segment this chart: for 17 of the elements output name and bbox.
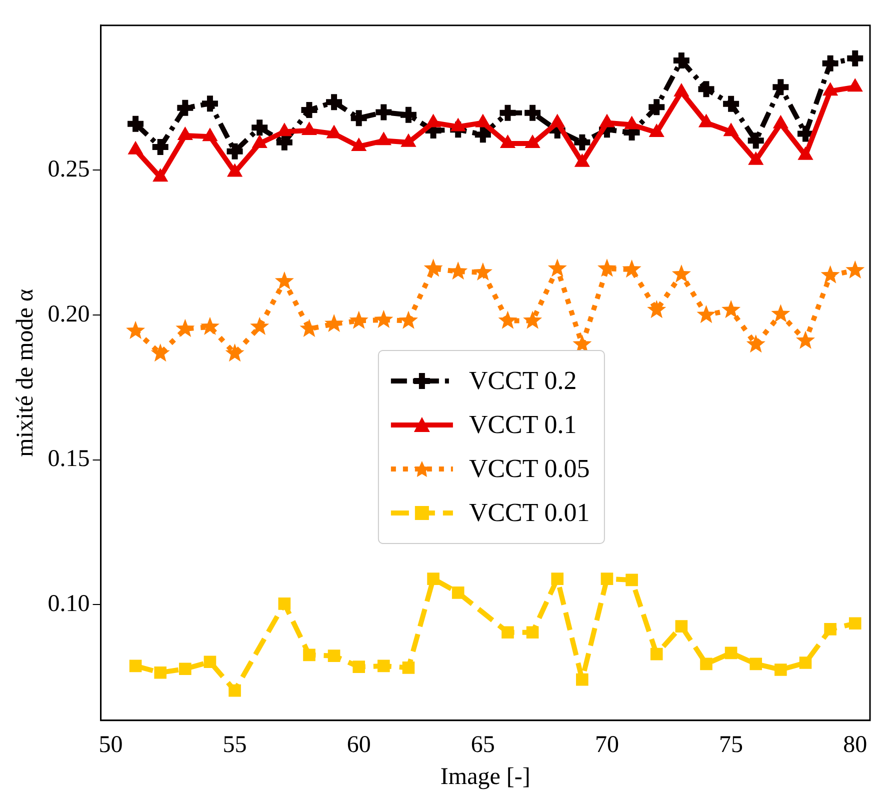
legend-label: VCCT 0.01 <box>468 498 590 528</box>
legend-label: VCCT 0.1 <box>468 410 577 440</box>
y-axis-title: mixité de mode α <box>12 288 39 457</box>
x-tick-label: 60 <box>346 732 371 758</box>
y-tick-label: 0.10 <box>48 590 90 617</box>
x-tick-label: 70 <box>594 732 619 758</box>
y-tick-label: 0.20 <box>48 301 90 328</box>
y-tick-label: 0.25 <box>48 156 90 182</box>
y-tick-label: 0.15 <box>48 446 90 472</box>
x-tick-label: 80 <box>843 732 868 758</box>
legend-label: VCCT 0.05 <box>468 454 590 484</box>
x-axis-title: Image [-] <box>440 764 530 790</box>
x-tick-label: 50 <box>98 732 123 758</box>
x-tick-label: 75 <box>719 732 744 758</box>
legend-label: VCCT 0.2 <box>468 366 577 396</box>
x-tick-label: 65 <box>470 732 495 758</box>
x-tick-label: 55 <box>222 732 247 758</box>
